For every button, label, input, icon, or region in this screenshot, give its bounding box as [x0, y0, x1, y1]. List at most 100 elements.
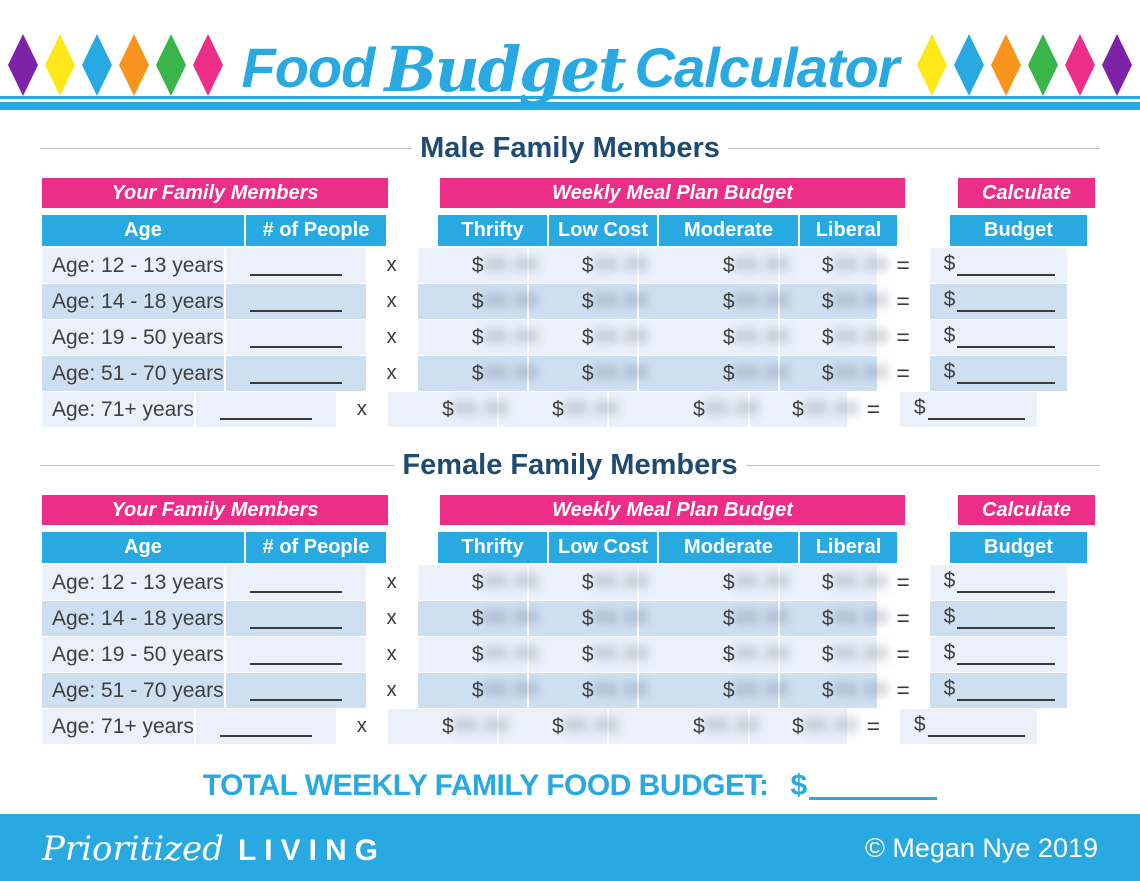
male-table: Your Family Members Weekly Meal Plan Bud…: [42, 178, 1095, 427]
diamond-icon-green: [1028, 34, 1058, 96]
blurred-price: 88.88: [734, 362, 790, 384]
blurred-price: 88.88: [704, 715, 760, 737]
multiply-symbol: x: [335, 709, 388, 744]
male-section-title: Male Family Members: [40, 132, 1101, 165]
budget-input-line[interactable]: [957, 310, 1055, 312]
table-row: Age: 71+ years x $88.88 $88.88 $88.88 $8…: [42, 709, 1095, 744]
blurred-price: 88.88: [704, 398, 760, 420]
blurred-price: 88.88: [563, 398, 619, 420]
blurred-price: 88.88: [483, 254, 539, 276]
page-title: Food Budget Calculator: [242, 29, 900, 106]
table-row: Age: 51 - 70 years x $88.88 $88.88 $88.8…: [42, 356, 1095, 391]
budget-input-line[interactable]: [957, 274, 1055, 276]
budget-input-line[interactable]: [957, 382, 1055, 384]
budget-cell: $: [929, 601, 1067, 636]
thrifty-price-cell: $88.88: [417, 601, 538, 636]
people-cell: [225, 284, 366, 319]
thrifty-column-header: Thrifty: [438, 215, 549, 246]
age-label: Age: 71+ years: [42, 709, 196, 744]
people-column-header: # of People: [246, 215, 386, 246]
age-label: Age: 51 - 70 years: [42, 356, 226, 391]
thrifty-price-cell: $88.88: [387, 709, 508, 744]
table-row: Age: 19 - 50 years x $88.88 $88.88 $88.8…: [42, 320, 1095, 355]
people-input-line[interactable]: [249, 310, 342, 312]
blurred-price: 88.88: [593, 362, 649, 384]
moderate-price-cell: $88.88: [608, 709, 759, 744]
budget-input-line[interactable]: [957, 346, 1055, 348]
people-cell: [225, 565, 366, 600]
equals-symbol: =: [876, 284, 930, 319]
low-cost-price-cell: $88.88: [528, 673, 648, 708]
table-row: Age: 14 - 18 years x $88.88 $88.88 $88.8…: [42, 284, 1095, 319]
budget-input-line[interactable]: [927, 418, 1025, 420]
calculate-header: Calculate: [958, 495, 1095, 525]
people-cell: [195, 709, 336, 744]
blurred-price: 88.88: [483, 679, 539, 701]
thrifty-price-cell: $88.88: [417, 320, 538, 355]
thrifty-column-header: Thrifty: [438, 532, 549, 563]
budget-input-line[interactable]: [957, 699, 1055, 701]
equals-symbol: =: [876, 673, 930, 708]
moderate-price-cell: $88.88: [638, 284, 789, 319]
diamond-icon-green: [156, 34, 186, 96]
low-cost-price-cell: $88.88: [528, 565, 648, 600]
budget-column-header: Budget: [950, 215, 1087, 246]
thrifty-price-cell: $88.88: [387, 392, 508, 427]
people-cell: [225, 356, 366, 391]
liberal-price-cell: $88.88: [779, 248, 888, 283]
blurred-price: 88.88: [833, 679, 889, 701]
diamond-icon-purple: [8, 34, 38, 96]
people-cell: [195, 392, 336, 427]
age-column-header: Age: [42, 215, 246, 246]
title-word-calculator: Calculator: [634, 35, 900, 99]
moderate-price-cell: $88.88: [638, 356, 789, 391]
table-row: Age: 19 - 50 years x $88.88 $88.88 $88.8…: [42, 637, 1095, 672]
people-input-line[interactable]: [249, 346, 342, 348]
budget-input-line[interactable]: [957, 663, 1055, 665]
people-cell: [225, 248, 366, 283]
age-label: Age: 19 - 50 years: [42, 637, 226, 672]
low-cost-price-cell: $88.88: [528, 637, 648, 672]
thrifty-price-cell: $88.88: [417, 356, 538, 391]
title-word-budget: Budget: [384, 32, 626, 106]
people-input-line[interactable]: [249, 274, 342, 276]
budget-input-line[interactable]: [927, 735, 1025, 737]
equals-symbol: =: [876, 248, 930, 283]
moderate-price-cell: $88.88: [608, 392, 759, 427]
brand-caps-text: LIVING: [237, 833, 386, 867]
budget-input-line[interactable]: [957, 627, 1055, 629]
left-diamonds: [8, 34, 223, 96]
blurred-price: 88.88: [734, 254, 790, 276]
people-input-line[interactable]: [249, 663, 342, 665]
people-input-line[interactable]: [249, 627, 342, 629]
budget-input-line[interactable]: [957, 591, 1055, 593]
low-cost-column-header: Low Cost: [549, 215, 659, 246]
blurred-price: 88.88: [833, 571, 889, 593]
diamond-icon-orange: [991, 34, 1021, 96]
people-input-line[interactable]: [219, 418, 312, 420]
low-cost-price-cell: $88.88: [498, 392, 618, 427]
equals-symbol: =: [846, 392, 900, 427]
table-row: Age: 12 - 13 years x $88.88 $88.88 $88.8…: [42, 565, 1095, 600]
age-label: Age: 19 - 50 years: [42, 320, 226, 355]
blurred-price: 88.88: [833, 254, 889, 276]
people-input-line[interactable]: [249, 382, 342, 384]
page-header: Food Budget Calculator: [0, 0, 1140, 106]
people-input-line[interactable]: [219, 735, 312, 737]
family-members-header: Your Family Members: [42, 178, 388, 208]
low-cost-price-cell: $88.88: [528, 356, 648, 391]
blurred-price: 88.88: [833, 607, 889, 629]
people-input-line[interactable]: [249, 699, 342, 701]
budget-cell: $: [899, 709, 1037, 744]
blurred-price: 88.88: [833, 290, 889, 312]
table-row: Age: 14 - 18 years x $88.88 $88.88 $88.8…: [42, 601, 1095, 636]
liberal-column-header: Liberal: [800, 532, 897, 563]
people-input-line[interactable]: [249, 591, 342, 593]
liberal-price-cell: $88.88: [749, 709, 858, 744]
blurred-price: 88.88: [734, 290, 790, 312]
blurred-price: 88.88: [833, 362, 889, 384]
total-input-line[interactable]: [809, 796, 938, 800]
age-label: Age: 71+ years: [42, 392, 196, 427]
age-label: Age: 14 - 18 years: [42, 601, 226, 636]
diamond-icon-yellow: [45, 34, 75, 96]
